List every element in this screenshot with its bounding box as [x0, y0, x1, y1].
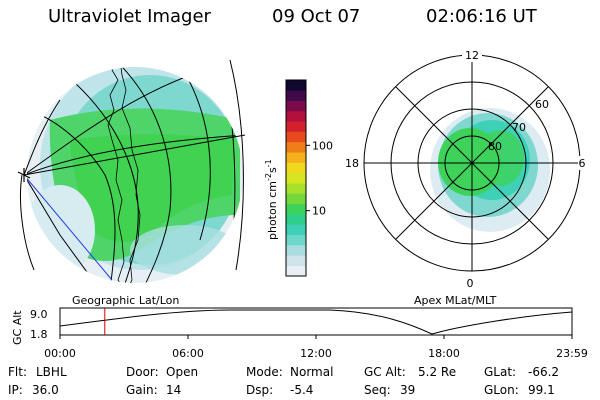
- gain-value: 14: [166, 383, 181, 397]
- colorbar-band: [286, 110, 306, 122]
- glon-label: GLon:: [484, 383, 519, 397]
- colorbar-band: [286, 152, 306, 163]
- colorbar: 100 10 photon cm-2s-1: [264, 79, 333, 277]
- mlat-label-70: 70: [512, 121, 526, 134]
- timeline-ymax: 9.0: [30, 308, 48, 321]
- colorbar-band: [286, 203, 306, 215]
- timeline-tick-label: 00:00: [44, 347, 76, 360]
- colorbar-gradient: [286, 80, 306, 277]
- timeline-ylabel: GC Alt: [11, 310, 24, 345]
- mlt-label-left: 18: [345, 157, 359, 170]
- flt-label: Flt:: [8, 365, 27, 379]
- timeline-tick-label: 06:00: [172, 347, 204, 360]
- timeline-tick-label: 18:00: [428, 347, 460, 360]
- colorbar-tick-label: 100: [312, 139, 333, 152]
- altitude-curve: [59, 309, 573, 335]
- observation-date: 09 Oct 07: [272, 6, 361, 27]
- colorbar-band: [286, 224, 306, 236]
- seq-value: 39: [400, 383, 415, 397]
- colorbar-tick-label: 10: [312, 205, 326, 218]
- glat-label: GLat:: [484, 365, 516, 379]
- colorbar-band: [286, 265, 306, 277]
- glat-value: -66.2: [528, 365, 559, 379]
- info-panel: Flt: LBHL IP: 36.0 Door: Open Gain: 14 M…: [8, 365, 559, 397]
- colorbar-band: [286, 121, 306, 132]
- colorbar-band: [286, 100, 306, 112]
- colorbar-band: [286, 80, 306, 91]
- colorbar-band: [286, 90, 306, 101]
- mlat-label-80: 80: [488, 140, 502, 153]
- ip-value: 36.0: [32, 383, 59, 397]
- colorbar-band: [286, 214, 306, 225]
- timeline-ymin: 1.8: [30, 328, 48, 341]
- colorbar-band: [286, 234, 306, 246]
- colorbar-label: photon cm-2s-1: [264, 159, 279, 240]
- gcalt-label: GC Alt:: [364, 365, 406, 379]
- timeline-caption-left: Geographic Lat/Lon: [72, 294, 179, 307]
- glon-value: 99.1: [528, 383, 555, 397]
- door-value: Open: [166, 365, 198, 379]
- mlt-label-bottom: 0: [467, 277, 474, 290]
- mlat-label-60: 60: [535, 98, 549, 111]
- colorbar-band: [286, 131, 306, 143]
- colorbar-band: [286, 183, 306, 194]
- timeline-tick-label: 23:59: [556, 347, 588, 360]
- colorbar-band: [286, 255, 306, 266]
- timeline-tick-label: 12:00: [300, 347, 332, 360]
- colorbar-band: [286, 162, 306, 174]
- seq-label: Seq:: [364, 383, 391, 397]
- colorbar-band: [286, 141, 306, 153]
- mlt-label-right: 6: [579, 157, 586, 170]
- dsp-value: -5.4: [290, 383, 313, 397]
- mode-value: Normal: [290, 365, 333, 379]
- colorbar-band: [286, 193, 306, 205]
- geographic-image: [17, 59, 246, 283]
- page-title: Ultraviolet Imager: [48, 6, 211, 27]
- flt-value: LBHL: [36, 365, 67, 379]
- gcalt-value: 5.2 Re: [418, 365, 456, 379]
- mlt-label-top: 12: [465, 49, 479, 62]
- polar-plot: 12 0 18 6 80 70 60: [342, 48, 590, 290]
- observation-time: 02:06:16 UT: [426, 6, 537, 27]
- door-label: Door:: [126, 365, 159, 379]
- mode-label: Mode:: [246, 365, 283, 379]
- gain-label: Gain:: [126, 383, 158, 397]
- ip-label: IP:: [8, 383, 23, 397]
- altitude-timeline: GC Alt 9.0 1.8 Geographic Lat/Lon Apex M…: [11, 294, 588, 360]
- dsp-label: Dsp:: [246, 383, 273, 397]
- colorbar-band: [286, 172, 306, 184]
- timeline-caption-right: Apex MLat/MLT: [414, 294, 497, 307]
- colorbar-band: [286, 245, 306, 256]
